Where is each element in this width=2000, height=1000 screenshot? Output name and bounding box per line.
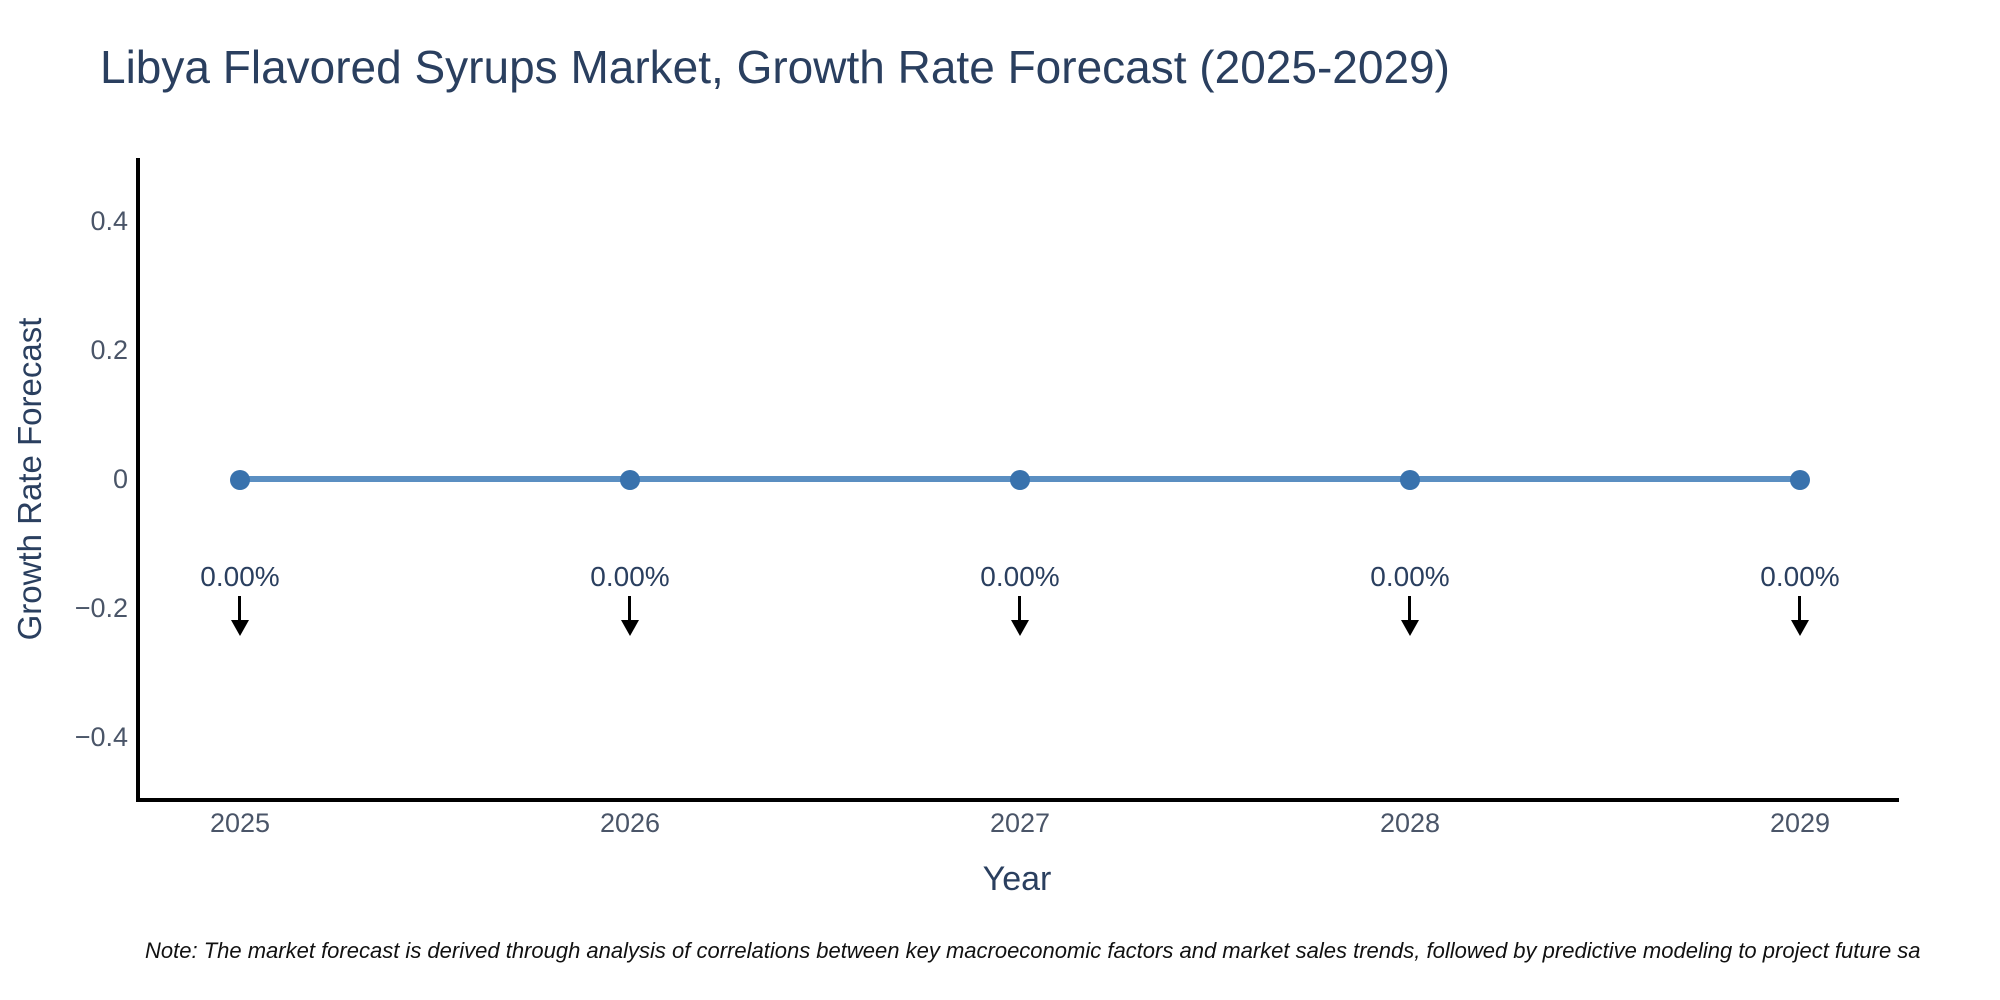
x-tick-label: 2025 [209,808,271,838]
y-tick-label: 0.2 [90,335,128,365]
data-point-marker-2028[interactable] [1400,470,1420,490]
annotation-arrow [1798,596,1801,622]
point-annotation: 0.00% [980,561,1060,592]
annotation-arrowhead-icon [621,620,639,636]
x-tick-label: 2027 [989,808,1051,838]
x-tick-label: 2028 [1379,808,1441,838]
data-point-marker-2026[interactable] [620,470,640,490]
x-axis-title: Year [982,860,1052,898]
data-point-marker-2025[interactable] [230,470,250,490]
annotation-arrowhead-icon [1791,620,1809,636]
y-axis-line [136,158,140,802]
x-tick-label: 2029 [1769,808,1831,838]
annotation-arrowhead-icon [1011,620,1029,636]
x-tick-label: 2026 [599,808,661,838]
y-tick-label: −0.2 [74,593,128,623]
point-annotation: 0.00% [1370,561,1450,592]
point-annotation: 0.00% [590,561,670,592]
x-axis-line [136,798,1899,802]
annotation-arrow [1018,596,1021,622]
annotation-arrowhead-icon [231,620,249,636]
annotation-arrow [628,596,631,622]
plot-area[interactable]: 0.00% 0.00% 0.00% 0.00% 0.00% [140,158,1897,798]
data-point-marker-2029[interactable] [1790,470,1810,490]
y-tick-label: 0.4 [90,206,128,236]
data-point-marker-2027[interactable] [1010,470,1030,490]
chart-footnote: Note: The market forecast is derived thr… [145,938,1921,963]
annotation-arrow [238,596,241,622]
point-annotation: 0.00% [200,561,280,592]
chart-title: Libya Flavored Syrups Market, Growth Rat… [100,41,1450,93]
point-annotation: 0.00% [1760,561,1840,592]
y-tick-label: −0.4 [74,722,128,752]
annotation-arrow [1408,596,1411,622]
y-tick-label: 0 [112,464,128,494]
annotation-arrowhead-icon [1401,620,1419,636]
